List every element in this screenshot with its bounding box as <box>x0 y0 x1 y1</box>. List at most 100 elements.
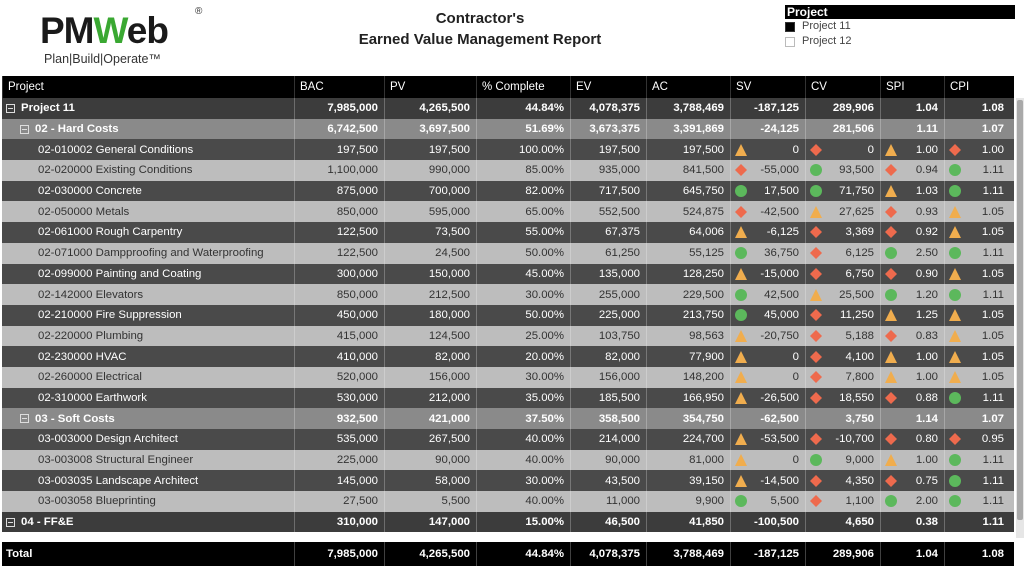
cell-pct: 40.00% <box>476 429 570 450</box>
table-row[interactable]: 02-099000 Painting and Coating 300,000 150… <box>2 263 1014 285</box>
cell-value: 24,500 <box>435 247 470 260</box>
cell-ac: 64,006 <box>646 222 730 243</box>
cell-value: 1.05 <box>981 309 1004 322</box>
total-ev: 4,078,375 <box>570 542 646 566</box>
cell-ev: 185,500 <box>570 387 646 409</box>
cell-ev: 11,000 <box>570 491 646 512</box>
table-row[interactable]: 02-260000 Electrical 520,000 156,000 30.00%… <box>2 366 1014 388</box>
column-header-percent-complete[interactable]: % Complete <box>476 76 570 98</box>
cell-sv: -55,000 <box>730 160 805 181</box>
cell-pv: 24,500 <box>384 242 476 264</box>
group-row[interactable]: 03 - Soft Costs 932,500 421,000 37.50% 358,5… <box>2 408 1014 429</box>
cell-value: 25,500 <box>839 288 874 301</box>
cell-value: 1.11 <box>982 391 1004 404</box>
cell-cpi: 1.08 <box>944 98 1010 119</box>
triangle-status-icon <box>734 350 748 364</box>
column-header-pv[interactable]: PV <box>384 76 476 98</box>
column-header-spi[interactable]: SPI <box>880 76 944 98</box>
cell-value: 0.93 <box>915 205 938 218</box>
cell-value: 255,000 <box>598 288 640 301</box>
diamond-status-icon <box>809 370 823 384</box>
cell-ev: 82,000 <box>570 346 646 367</box>
cell-value: 7,800 <box>845 371 874 384</box>
slicer-item-label: Project 12 <box>802 35 852 47</box>
group-row[interactable]: 04 - FF&E 310,000 147,000 15.00% 46,500 41,85… <box>2 511 1014 533</box>
row-name: 02-210000 Fire Suppression <box>38 309 182 322</box>
cell-value: 214,000 <box>598 433 640 446</box>
table-row[interactable]: 03-003035 Landscape Architect 145,000 58,0… <box>2 470 1014 492</box>
checkbox-unchecked-icon[interactable] <box>785 36 795 47</box>
column-header-ac[interactable]: AC <box>646 76 730 98</box>
group-row[interactable]: 02 - Hard Costs 6,742,500 3,697,500 51.69% 3… <box>2 118 1014 140</box>
cell-value: 185,500 <box>598 391 640 404</box>
column-header-ev[interactable]: EV <box>570 76 646 98</box>
row-name-cell: 03-003058 Blueprinting <box>2 491 294 512</box>
cell-value: 1.07 <box>981 412 1004 425</box>
diamond-status-icon <box>884 391 898 405</box>
table-row[interactable]: 03-003000 Design Architect 535,000 267,500… <box>2 429 1014 450</box>
cell-value: 310,000 <box>336 516 378 529</box>
cell-value: 45,000 <box>764 309 799 322</box>
table-row[interactable]: 02-310000 Earthwork 530,000 212,000 35.00% 1… <box>2 387 1014 409</box>
collapse-icon[interactable] <box>20 414 29 424</box>
cell-value: 41,850 <box>689 516 724 529</box>
cell-ev: 225,000 <box>570 304 646 326</box>
table-row[interactable]: 03-003058 Blueprinting 27,500 5,500 40.00% 1… <box>2 491 1014 512</box>
checkbox-checked-icon[interactable] <box>785 21 795 32</box>
column-header-project[interactable]: Project <box>2 76 294 98</box>
table-row[interactable]: 02-071000 Dampproofing and Waterproofing… <box>2 242 1014 264</box>
cell-pct: 55.00% <box>476 222 570 243</box>
table-row[interactable]: 02-010002 General Conditions 197,500 197,5… <box>2 139 1014 161</box>
table-row[interactable]: 02-020000 Existing Conditions 1,100,000 99… <box>2 160 1014 181</box>
cell-pct: 45.00% <box>476 263 570 285</box>
scrollbar-thumb[interactable] <box>1017 100 1023 520</box>
logo-wordmark: PMWeb <box>40 10 169 51</box>
cell-ev: 717,500 <box>570 180 646 202</box>
circle-status-icon <box>809 163 823 177</box>
cell-value: 197,500 <box>336 143 378 156</box>
table-row[interactable]: 02-220000 Plumbing 415,000 124,500 25.00% 10… <box>2 325 1014 347</box>
cell-pct: 30.00% <box>476 366 570 388</box>
cell-value: 4,265,500 <box>419 102 470 115</box>
cell-value: 9,000 <box>845 454 874 467</box>
table-row[interactable]: 02-061000 Rough Carpentry 122,500 73,500 55… <box>2 222 1014 243</box>
diamond-status-icon <box>809 350 823 364</box>
diamond-status-icon <box>884 163 898 177</box>
table-row[interactable]: 03-003008 Structural Engineer 225,000 90,0… <box>2 449 1014 471</box>
circle-status-icon <box>734 184 748 198</box>
collapse-icon[interactable] <box>20 124 29 134</box>
cell-sv: 42,500 <box>730 284 805 305</box>
table-row[interactable]: 02-210000 Fire Suppression 450,000 180,000… <box>2 304 1014 326</box>
triangle-status-icon <box>734 474 748 488</box>
group-row[interactable]: Project 11 7,985,000 4,265,500 44.84% 4,078,… <box>2 98 1014 119</box>
slicer-item-project-11[interactable]: Project 11 <box>785 19 1015 34</box>
table-row[interactable]: 02-030000 Concrete 875,000 700,000 82.00% 71… <box>2 180 1014 202</box>
cell-value: 0 <box>867 143 874 156</box>
row-name: 04 - FF&E <box>21 516 74 529</box>
column-header-bac[interactable]: BAC <box>294 76 384 98</box>
collapse-icon[interactable] <box>6 103 15 113</box>
table-row[interactable]: 02-230000 HVAC 410,000 82,000 20.00% 82,000 7… <box>2 346 1014 367</box>
cell-value: 180,000 <box>428 309 470 322</box>
cell-value: 197,500 <box>682 143 724 156</box>
cell-ev: 935,000 <box>570 160 646 181</box>
table-row[interactable]: 02-142000 Elevators 850,000 212,500 30.00% 2… <box>2 284 1014 305</box>
cell-spi: 0.90 <box>880 263 944 285</box>
table-row[interactable]: 02-050000 Metals 850,000 595,000 65.00% 552,… <box>2 201 1014 223</box>
cell-value: 55,125 <box>689 247 724 260</box>
slicer-item-project-12[interactable]: Project 12 <box>785 34 1015 49</box>
cell-value: 90,000 <box>435 454 470 467</box>
triangle-status-icon <box>884 370 898 384</box>
column-header-cpi[interactable]: CPI <box>944 76 1010 98</box>
collapse-icon[interactable] <box>6 517 15 527</box>
diamond-status-icon <box>809 308 823 322</box>
cell-value: 82.00% <box>525 185 564 198</box>
slicer-title: Project <box>785 5 1015 19</box>
cell-cv: 4,650 <box>805 511 880 533</box>
cell-value: 35.00% <box>525 391 564 404</box>
total-cpi: 1.08 <box>944 542 1010 566</box>
cell-bac: 850,000 <box>294 201 384 223</box>
diamond-status-icon <box>884 474 898 488</box>
column-header-cv[interactable]: CV <box>805 76 880 98</box>
column-header-sv[interactable]: SV <box>730 76 805 98</box>
